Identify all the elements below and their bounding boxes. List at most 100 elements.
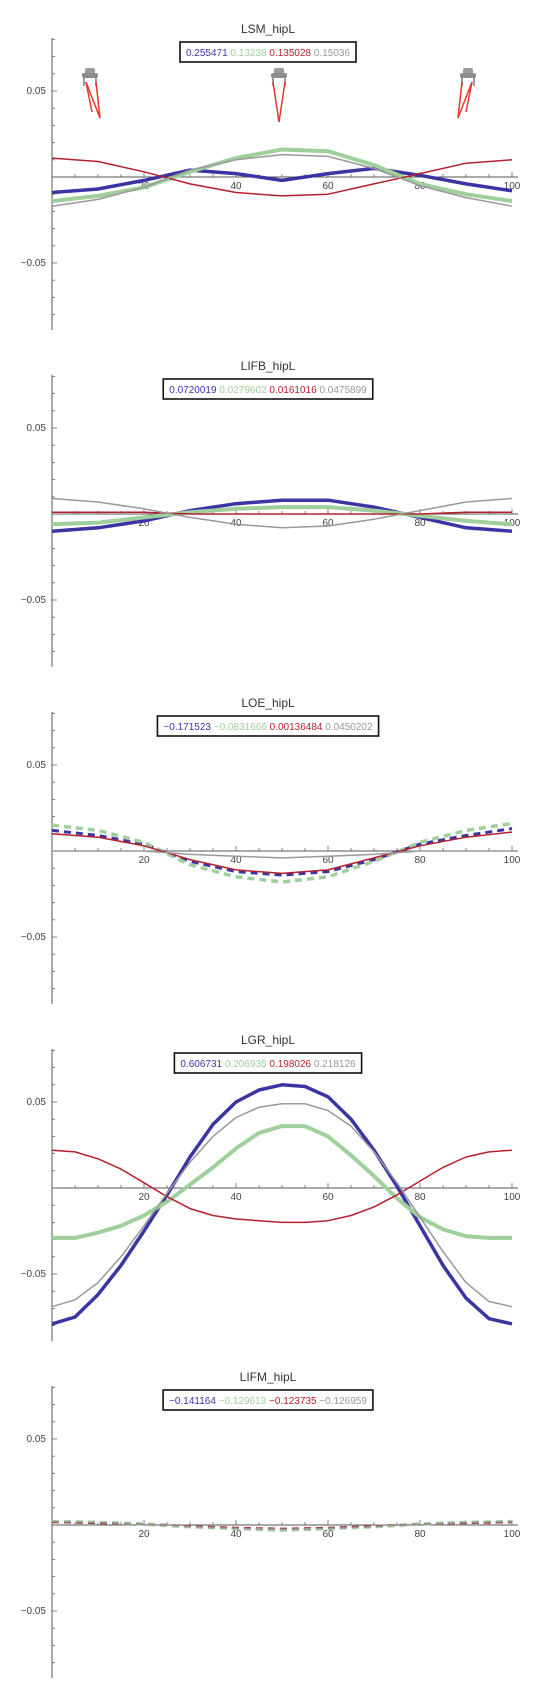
- legend: −0.141164 −0.129613 −0.123735 −0.126959: [162, 1389, 374, 1411]
- x-tick-label: 40: [230, 855, 242, 866]
- series-line: [51, 157, 513, 197]
- x-tick-label: 60: [322, 1192, 334, 1203]
- x-tick-label: 100: [504, 518, 521, 529]
- chart-panel: LGR_hipL −0.05 0.05 20 40 60 80 100 0.606731 0.2…: [21, 1033, 521, 1341]
- series-line: [51, 1149, 513, 1224]
- legend-value: 0.218126: [311, 1059, 356, 1070]
- y-tick-label: 0.05: [27, 760, 47, 771]
- chart-title: LOE_hipL: [241, 696, 295, 710]
- legend-values: 0.0720019 0.0279602 0.0161016 0.0475899: [169, 385, 367, 396]
- chart-panel: LIFM_hipL −0.05 0.05 20 40 60 80 100 −0.141164 −…: [21, 1370, 521, 1678]
- series-line: [51, 153, 513, 207]
- series-line: [51, 1102, 513, 1308]
- x-tick-label: 20: [138, 1529, 150, 1540]
- x-tick-label: 60: [322, 181, 334, 192]
- legend-box: [162, 1389, 374, 1411]
- y-tick-label: 0.05: [27, 423, 47, 434]
- legend-value: −0.171523: [163, 722, 211, 733]
- legend-value: 0.135028: [267, 48, 312, 59]
- leg-figure-icon: [457, 68, 476, 119]
- x-tick-label: 80: [414, 855, 426, 866]
- legend-value: 0.0450202: [323, 722, 373, 733]
- x-tick-label: 100: [504, 1192, 521, 1203]
- legend-box: [179, 41, 357, 63]
- series-line: [51, 166, 513, 195]
- x-tick-label: 100: [504, 855, 521, 866]
- legend-values: −0.141164 −0.129613 −0.123735 −0.126959: [169, 1396, 367, 1407]
- series-line: [51, 497, 513, 529]
- y-tick-label: −0.05: [21, 595, 47, 606]
- legend: −0.171523 −0.0831666 0.00136484 0.045020…: [156, 715, 380, 737]
- x-tick-label: 80: [414, 518, 426, 529]
- legend-value: 0.0475899: [317, 385, 367, 396]
- series-line: [51, 147, 513, 204]
- chart-title: LSM_hipL: [241, 22, 295, 36]
- series-line: [51, 821, 513, 884]
- y-tick-label: 0.05: [27, 1434, 47, 1445]
- chart-title: LIFB_hipL: [241, 359, 296, 373]
- x-tick-label: 20: [138, 855, 150, 866]
- series-line: [51, 831, 513, 875]
- x-tick-label: 100: [504, 1529, 521, 1540]
- chart-panel: LOE_hipL −0.05 0.05 20 40 60 80 100 −0.171523 −0…: [21, 696, 521, 1004]
- x-tick-label: 100: [504, 181, 521, 192]
- legend-value: 0.255471: [186, 48, 228, 59]
- y-tick-label: −0.05: [21, 932, 47, 943]
- x-tick-label: 40: [230, 518, 242, 529]
- legend-value: 0.206935: [222, 1059, 267, 1070]
- legend-value: 0.13238: [228, 48, 267, 59]
- chart-title: LIFM_hipL: [240, 1370, 297, 1384]
- y-tick-label: −0.05: [21, 258, 47, 269]
- series-line: [51, 498, 513, 533]
- series-line: [51, 1520, 513, 1531]
- y-tick-label: −0.05: [21, 1269, 47, 1280]
- legend-box: [156, 715, 380, 737]
- leg-figure-icon: [271, 68, 287, 123]
- x-tick-label: 40: [230, 1192, 242, 1203]
- series-line: [51, 827, 513, 877]
- legend-value: 0.0720019: [169, 385, 217, 396]
- series-line: [51, 505, 513, 527]
- y-tick-label: 0.05: [27, 1097, 47, 1108]
- legend-values: 0.606731 0.206935 0.198026 0.218126: [180, 1059, 356, 1070]
- x-tick-label: 60: [322, 518, 334, 529]
- legend-value: −0.123735: [266, 1396, 317, 1407]
- x-tick-label: 80: [414, 1192, 426, 1203]
- legend-value: 0.0279602: [217, 385, 267, 396]
- x-tick-label: 40: [230, 181, 242, 192]
- legend: 0.606731 0.206935 0.198026 0.218126: [173, 1052, 363, 1074]
- y-tick-label: −0.05: [21, 1606, 47, 1617]
- x-tick-label: 20: [138, 1192, 150, 1203]
- chart-panel: LIFB_hipL −0.05 0.05 20 40 60 80 100 0.0720019 0…: [21, 359, 521, 667]
- legend-values: −0.171523 −0.0831666 0.00136484 0.045020…: [163, 722, 373, 733]
- legend-value: 0.15036: [311, 48, 350, 59]
- legend-value: 0.00136484: [267, 722, 323, 733]
- legend-box: [173, 1052, 363, 1074]
- legend-value: −0.141164: [169, 1396, 216, 1407]
- x-tick-label: 60: [322, 855, 334, 866]
- series-line: [52, 850, 512, 859]
- y-tick-label: 0.05: [27, 86, 47, 97]
- chart-title: LGR_hipL: [241, 1033, 295, 1047]
- series-line: [52, 1124, 512, 1240]
- x-tick-label: 80: [414, 1529, 426, 1540]
- x-tick-label: 20: [138, 518, 150, 529]
- legend-value: 0.606731: [180, 1059, 222, 1070]
- legend-value: 0.0161016: [267, 385, 317, 396]
- legend-value: −0.0831666: [211, 722, 267, 733]
- legend-value: −0.126959: [317, 1396, 368, 1407]
- legend-values: 0.255471 0.13238 0.135028 0.15036: [186, 48, 351, 59]
- series-line: [52, 511, 512, 515]
- x-tick-label: 60: [322, 1529, 334, 1540]
- legend-value: 0.198026: [267, 1059, 312, 1070]
- legend-value: −0.129613: [216, 1396, 267, 1407]
- series-line: [51, 1083, 513, 1326]
- legend: 0.0720019 0.0279602 0.0161016 0.0475899: [162, 378, 374, 400]
- x-tick-label: 80: [414, 181, 426, 192]
- legend: 0.255471 0.13238 0.135028 0.15036: [179, 41, 357, 63]
- legend-box: [162, 378, 374, 400]
- x-tick-label: 40: [230, 1529, 242, 1540]
- leg-figure-icon: [82, 68, 101, 119]
